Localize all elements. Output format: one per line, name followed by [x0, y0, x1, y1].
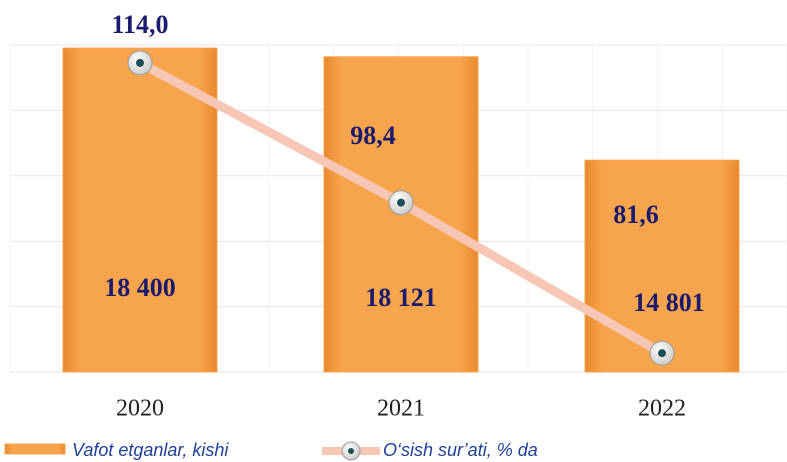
line-value-label: 114,0 [111, 10, 168, 39]
legend-label: Vafot etganlar, kishi [72, 440, 229, 460]
bar-value-label: 18 121 [365, 283, 437, 312]
line-marker [388, 190, 414, 216]
marker-dot [658, 349, 666, 358]
legend-swatch [4, 443, 66, 455]
bar-value-label: 18 400 [104, 273, 176, 302]
marker-dot [136, 58, 144, 67]
line-value-label: 81,6 [613, 200, 659, 229]
legend-marker-dot [348, 448, 354, 454]
x-tick-label: 2022 [638, 396, 686, 422]
line-value-label: 98,4 [350, 121, 396, 150]
marker-dot [397, 198, 405, 207]
legend-label: O‘sish sur’ati, % da [383, 440, 538, 460]
bar-value-label: 14 801 [633, 288, 705, 317]
line-marker [649, 340, 675, 366]
bar [62, 47, 218, 373]
x-tick-label: 2020 [116, 396, 164, 422]
x-tick-label: 2021 [377, 396, 425, 422]
line-marker [127, 50, 153, 76]
bar [584, 159, 740, 373]
